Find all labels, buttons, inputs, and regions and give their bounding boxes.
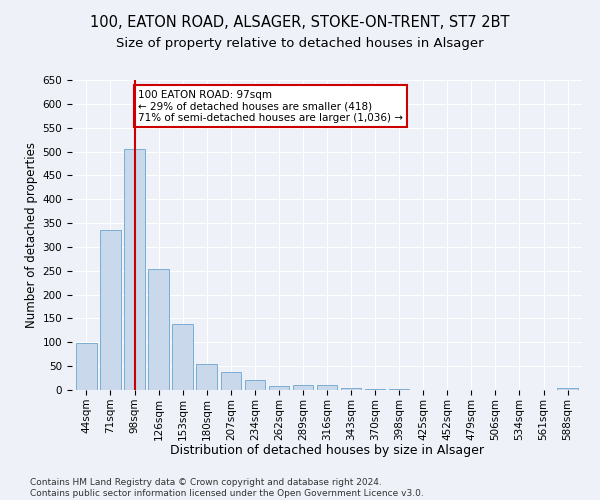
Bar xyxy=(221,372,241,390)
Bar xyxy=(341,388,361,390)
Text: Size of property relative to detached houses in Alsager: Size of property relative to detached ho… xyxy=(116,38,484,51)
Bar xyxy=(76,344,97,390)
Bar xyxy=(365,389,385,390)
Y-axis label: Number of detached properties: Number of detached properties xyxy=(25,142,38,328)
Bar xyxy=(317,385,337,390)
Text: 100, EATON ROAD, ALSAGER, STOKE-ON-TRENT, ST7 2BT: 100, EATON ROAD, ALSAGER, STOKE-ON-TRENT… xyxy=(90,15,510,30)
Bar xyxy=(148,270,169,390)
Bar xyxy=(245,380,265,390)
Bar xyxy=(557,388,578,390)
Bar xyxy=(389,389,409,390)
Bar xyxy=(124,149,145,390)
Bar xyxy=(196,364,217,390)
Bar xyxy=(100,230,121,390)
Bar xyxy=(269,386,289,390)
Bar xyxy=(172,324,193,390)
Text: 100 EATON ROAD: 97sqm
← 29% of detached houses are smaller (418)
71% of semi-det: 100 EATON ROAD: 97sqm ← 29% of detached … xyxy=(138,90,403,122)
Bar xyxy=(293,385,313,390)
Text: Contains HM Land Registry data © Crown copyright and database right 2024.
Contai: Contains HM Land Registry data © Crown c… xyxy=(30,478,424,498)
X-axis label: Distribution of detached houses by size in Alsager: Distribution of detached houses by size … xyxy=(170,444,484,457)
